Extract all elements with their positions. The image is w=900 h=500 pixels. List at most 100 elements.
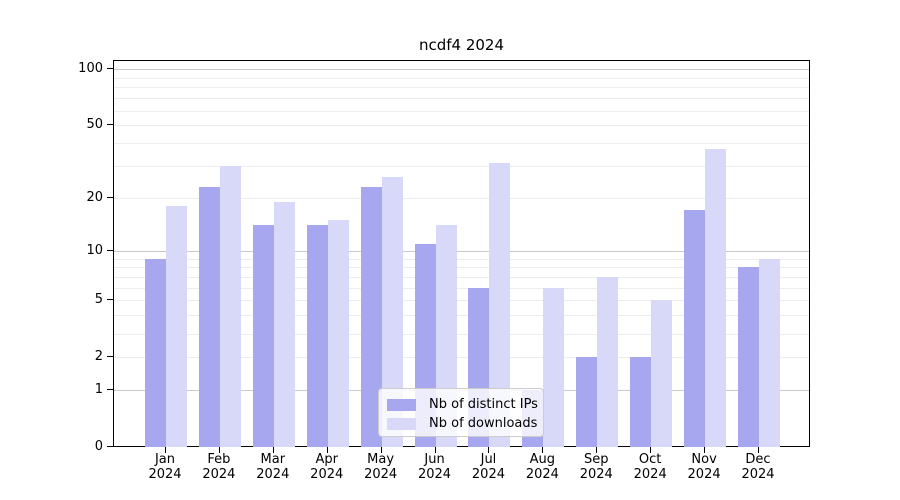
x-axis-year-text: 2024 bbox=[256, 467, 290, 482]
x-axis-month-text: Dec bbox=[745, 452, 771, 467]
y-tick-label: 1 bbox=[94, 382, 103, 398]
minor-gridline bbox=[114, 258, 809, 260]
x-axis-year-text: 2024 bbox=[417, 467, 452, 482]
x-axis-label-nov: Nov 2024 bbox=[677, 452, 731, 482]
minor-gridline bbox=[114, 333, 809, 335]
minor-gridline bbox=[114, 357, 809, 359]
bar-downloads-mar bbox=[273, 201, 295, 447]
minor-gridline bbox=[114, 125, 809, 127]
x-axis-year-text: 2024 bbox=[202, 467, 236, 482]
x-axis-year-text: 2024 bbox=[741, 467, 775, 482]
legend-swatch-distinct-ips bbox=[387, 398, 416, 411]
bar-downloads-jan bbox=[166, 206, 187, 447]
bar-distinct-ips-jan bbox=[145, 258, 166, 447]
x-axis-month-text: Nov bbox=[691, 452, 717, 467]
minor-gridline bbox=[114, 315, 809, 317]
x-tick-mark bbox=[758, 447, 759, 453]
x-axis-month-text: Mar bbox=[260, 452, 286, 467]
x-axis-label-jul: Jul 2024 bbox=[461, 452, 515, 482]
y-tick-label: 20 bbox=[86, 189, 103, 205]
y-tick-mark bbox=[107, 249, 113, 251]
bar-distinct-ips-feb bbox=[198, 186, 220, 447]
y-tick-mark bbox=[107, 196, 113, 198]
x-tick-mark bbox=[272, 447, 274, 453]
legend: Nb of distinct IPs Nb of downloads bbox=[378, 388, 544, 437]
minor-gridline bbox=[114, 87, 809, 89]
major-gridline bbox=[114, 250, 809, 252]
x-axis-month-text: Sep bbox=[584, 452, 609, 467]
bar-downloads-jul bbox=[489, 163, 511, 447]
x-axis-label-apr: Apr 2024 bbox=[300, 452, 354, 482]
x-axis-year-text: 2024 bbox=[310, 467, 344, 482]
x-axis-month-text: May bbox=[367, 452, 395, 467]
x-axis-year-text: 2024 bbox=[364, 467, 398, 482]
bar-downloads-dec bbox=[759, 258, 780, 447]
minor-gridline bbox=[114, 165, 809, 167]
x-axis-label-sep: Sep 2024 bbox=[569, 452, 623, 482]
x-axis-label-may: May 2024 bbox=[354, 452, 408, 482]
x-axis-month-text: Aug bbox=[529, 452, 556, 467]
plot-area bbox=[113, 60, 810, 447]
bar-distinct-ips-sep bbox=[576, 357, 598, 447]
x-axis-year-text: 2024 bbox=[687, 467, 721, 482]
bar-downloads-may bbox=[381, 177, 403, 447]
y-tick-mark bbox=[107, 446, 113, 447]
x-axis-label-dec: Dec 2024 bbox=[731, 452, 785, 482]
x-tick-mark bbox=[704, 447, 706, 453]
legend-item-downloads: Nb of downloads bbox=[387, 414, 538, 433]
x-tick-mark bbox=[542, 447, 544, 453]
x-axis-year-text: 2024 bbox=[633, 467, 667, 482]
bar-downloads-aug bbox=[543, 287, 565, 447]
x-axis-label-oct: Oct 2024 bbox=[623, 452, 677, 482]
bar-downloads-oct bbox=[651, 300, 673, 447]
x-tick-mark bbox=[218, 447, 220, 453]
bar-distinct-ips-may bbox=[360, 186, 382, 447]
x-axis-month-text: Apr bbox=[315, 452, 338, 467]
x-tick-mark bbox=[596, 447, 598, 453]
y-tick-mark bbox=[107, 124, 113, 126]
y-tick-label: 2 bbox=[94, 349, 103, 365]
x-axis-year-text: 2024 bbox=[579, 467, 613, 482]
bar-distinct-ips-nov bbox=[684, 210, 706, 447]
x-tick-mark bbox=[434, 447, 436, 453]
x-axis-year-text: 2024 bbox=[525, 467, 559, 482]
x-tick-mark bbox=[165, 447, 166, 453]
x-axis-label-aug: Aug 2024 bbox=[515, 452, 569, 482]
bar-downloads-apr bbox=[327, 220, 349, 447]
x-axis-label-feb: Feb 2024 bbox=[192, 452, 246, 482]
legend-item-distinct-ips: Nb of distinct IPs bbox=[387, 395, 538, 414]
y-tick-label: 10 bbox=[86, 242, 103, 258]
legend-label-downloads: Nb of downloads bbox=[429, 416, 538, 431]
minor-gridline bbox=[114, 300, 809, 302]
bar-downloads-sep bbox=[597, 276, 619, 447]
y-tick-mark bbox=[107, 389, 113, 391]
minor-gridline bbox=[114, 287, 809, 289]
major-gridline bbox=[114, 69, 809, 71]
minor-gridline bbox=[114, 143, 809, 145]
y-tick-label: 100 bbox=[78, 61, 103, 77]
x-axis-month-text: Jun bbox=[424, 452, 445, 467]
bar-distinct-ips-mar bbox=[252, 225, 274, 447]
minor-gridline bbox=[114, 276, 809, 278]
minor-gridline bbox=[114, 98, 809, 100]
x-tick-mark bbox=[650, 447, 652, 453]
x-tick-mark bbox=[326, 447, 328, 453]
y-tick-label: 5 bbox=[94, 292, 103, 308]
minor-gridline bbox=[114, 77, 809, 79]
x-axis-month-text: Feb bbox=[207, 452, 231, 467]
x-axis-month-text: Jan bbox=[154, 452, 176, 467]
bar-distinct-ips-apr bbox=[306, 225, 328, 447]
x-axis-label-jun: Jun 2024 bbox=[408, 452, 462, 482]
x-axis-year-text: 2024 bbox=[471, 467, 505, 482]
x-axis-label-mar: Mar 2024 bbox=[246, 452, 300, 482]
bar-downloads-nov bbox=[705, 149, 727, 447]
y-tick-label: 50 bbox=[86, 117, 103, 133]
y-tick-label: 0 bbox=[94, 439, 103, 454]
y-tick-mark bbox=[107, 68, 113, 70]
minor-gridline bbox=[114, 110, 809, 112]
y-tick-mark bbox=[107, 299, 113, 301]
legend-swatch-downloads bbox=[387, 417, 416, 430]
x-axis-year-text: 2024 bbox=[148, 467, 182, 482]
legend-label-distinct-ips: Nb of distinct IPs bbox=[429, 397, 538, 412]
